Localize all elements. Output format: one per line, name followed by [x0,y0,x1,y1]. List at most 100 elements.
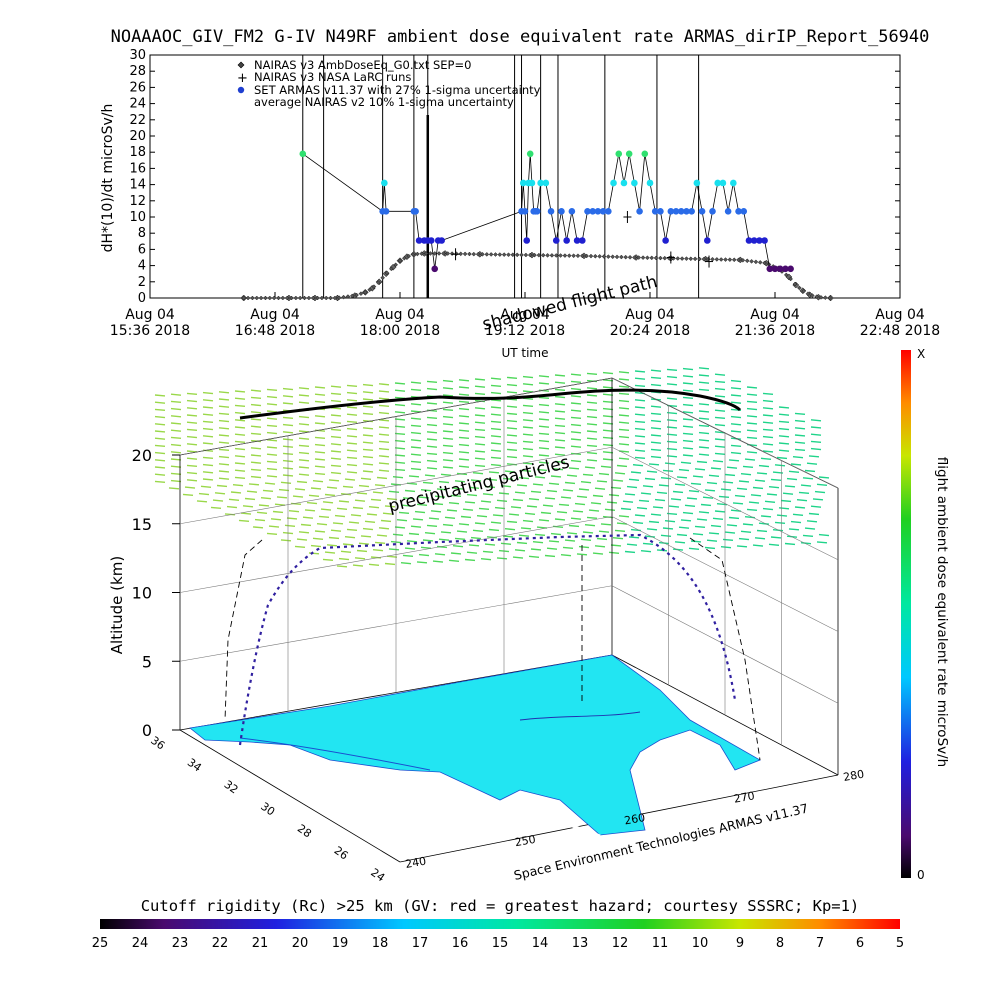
particle-dash [652,506,664,509]
particle-dash [362,398,374,401]
particle-dash [724,473,736,477]
particle-dash [682,411,694,414]
particle-dash [810,433,822,436]
particle-dash [564,481,576,485]
particle-dash [582,473,594,477]
particle-dash [808,455,820,458]
particle-dash [474,407,486,410]
particle-dash [794,434,806,437]
particle-dash [662,527,674,530]
particle-dash [428,517,440,520]
particle-dash [612,479,624,482]
particle-dash [418,553,430,557]
particle-dash [810,419,822,422]
top-legend: NAIRAS v3 AmbDoseEq_G0.txt SEP=0 + NAIRA… [237,58,541,109]
particle-dash [538,447,550,450]
particle-dash [394,454,406,457]
particle-dash [538,418,550,421]
particle-dash [714,452,726,456]
nairas-v3-point-dense [801,288,806,294]
nairas-v3-point-dense [406,253,411,259]
particle-dash [402,554,414,558]
nairas-v3-point-dense [718,257,724,262]
nairas-v3-point-dense [510,252,516,258]
top-ytick-label: 8 [138,226,146,241]
particle-dash [410,403,422,406]
particle-dash [596,537,608,541]
particle-dash [348,521,360,524]
armas-point [657,208,664,215]
particle-dash [326,486,338,489]
particle-dash [506,391,518,394]
particle-dash [648,463,660,466]
armas-point [599,208,607,215]
particle-dash [522,433,534,436]
particle-dash [730,423,742,426]
particle-dash [282,402,294,405]
particle-dash [674,483,686,486]
nairas-v3-point-dense [645,255,650,261]
particle-dash [288,510,300,513]
nairas-v3-point-dense [610,254,615,260]
nairas-v3-point-dense [493,252,498,257]
particle-dash [250,454,262,457]
armas-point [636,208,643,215]
particle-dash [378,455,390,458]
particle-dash [388,548,400,551]
particle-dash [266,410,278,413]
particle-dash [720,546,732,549]
particle-dash [570,409,582,412]
particle-dash [410,410,422,413]
particle-dash [474,399,486,403]
nairas-v3-point-dense [362,290,368,295]
altitude-axis: 0 5 10 15 20 [132,446,180,740]
particle-dash [602,371,614,375]
armas-point [537,179,544,187]
particle-dash [736,545,748,548]
particle-dash [586,423,598,426]
armas-point [745,237,753,244]
particle-dash [154,459,166,462]
particle-dash [408,532,420,536]
particle-dash [202,406,214,409]
bottom-colorbar-tick-label: 23 [172,936,189,951]
armas-point [412,208,419,215]
particle-dash [576,553,588,556]
nairas-v3-point-dense [723,257,728,262]
top-xtick-time: 21:36 2018 [735,323,815,339]
particle-dash [378,404,390,408]
bottom-colorbar-tick-label: 18 [372,936,389,951]
nairas-v3-point-dense [432,251,438,256]
particle-dash [506,448,518,452]
bottom-colorbar-tick-label: 11 [652,936,669,951]
particle-dash [410,381,422,384]
particle-dash [504,528,516,531]
particle-dash [314,400,326,404]
particle-dash [154,394,166,397]
particle-dash [470,536,482,540]
particle-dash [674,541,686,544]
particle-dash [682,382,694,385]
particle-dash [448,559,460,562]
nairas-v3-point-dense [402,255,407,261]
particle-dash [230,491,242,494]
particle-dash [728,459,740,462]
nairas-v3-point-dense [349,293,355,299]
particle-dash [714,438,726,441]
particle-dash [642,485,654,488]
projection-left [224,539,263,721]
particle-dash [616,522,628,525]
particle-dash [484,485,496,489]
top-xtick-time: 18:00 2018 [360,323,440,339]
particle-dash [262,489,274,493]
particle-dash [496,557,508,560]
particle-dash [516,484,528,487]
particle-dash [330,435,342,439]
particle-dash [778,406,790,409]
particle-dash [218,463,230,466]
particle-dash [458,415,470,418]
particle-dash [490,391,502,395]
particle-dash [490,449,502,452]
particle-dash [474,443,486,446]
